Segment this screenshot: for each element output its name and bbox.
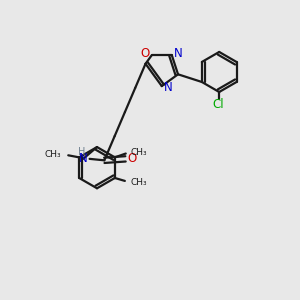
Text: CH₃: CH₃ <box>130 148 147 157</box>
Text: H: H <box>78 147 85 158</box>
Text: N: N <box>164 81 172 94</box>
Text: CH₃: CH₃ <box>130 178 147 187</box>
Text: N: N <box>79 152 88 165</box>
Text: O: O <box>141 47 150 60</box>
Text: O: O <box>128 152 136 165</box>
Text: N: N <box>174 47 183 60</box>
Text: Cl: Cl <box>212 98 224 111</box>
Text: CH₃: CH₃ <box>45 150 62 159</box>
